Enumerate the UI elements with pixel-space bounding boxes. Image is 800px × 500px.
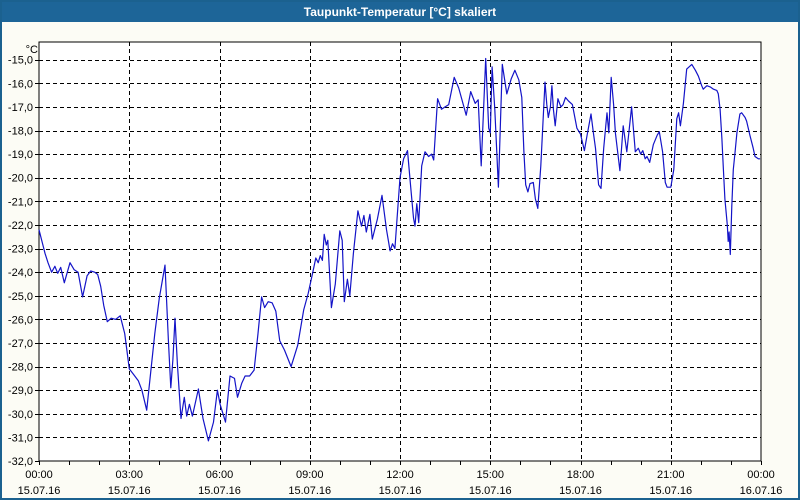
y-tick-label: -30,0	[8, 409, 33, 421]
y-tick-label: -27,0	[8, 338, 33, 350]
x-tick-date-label: 15.07.16	[649, 485, 692, 497]
dewpoint-chart: -15,0 -16,0 -17,0 -18,0 -19,0 -20,0 -21,0 -22,0…	[8, 41, 783, 497]
y-tick-label: -32,0	[8, 456, 33, 468]
x-tick-date-label: 15.07.16	[469, 485, 512, 497]
x-tick-time-label: 21:00	[657, 469, 685, 481]
y-tick-label: -25,0	[8, 291, 33, 303]
x-tick-date-label: 15.07.16	[288, 485, 331, 497]
x-tick-time-label: 09:00	[296, 469, 324, 481]
y-tick-label: -20,0	[8, 173, 33, 185]
y-tick-label: -26,0	[8, 314, 33, 326]
y-tick-label: -31,0	[8, 432, 33, 444]
plot-area	[38, 41, 762, 462]
x-tick-time-label: 00:00	[747, 469, 775, 481]
y-tick-label: -17,0	[8, 102, 33, 114]
x-tick-time-label: 15:00	[476, 469, 504, 481]
y-tick-label: -18,0	[8, 126, 33, 138]
y-tick-label: -16,0	[8, 78, 33, 90]
x-tick-time-label: 06:00	[206, 469, 234, 481]
data-line	[38, 57, 761, 442]
x-tick-date-label: 15.07.16	[18, 485, 61, 497]
y-tick-label: -28,0	[8, 362, 33, 374]
x-tick-time-label: 18:00	[567, 469, 595, 481]
x-tick-date-label: 15.07.16	[559, 485, 602, 497]
y-tick-label: -29,0	[8, 385, 33, 397]
x-tick-date-label: 15.07.16	[108, 485, 151, 497]
x-tick-time-label: 12:00	[386, 469, 414, 481]
x-tick-time-label: 03:00	[115, 469, 143, 481]
window-title-bar: Taupunkt-Temperatur [°C] skaliert	[2, 2, 798, 22]
y-tick-label: -19,0	[8, 149, 33, 161]
x-tick-date-label: 16.07.16	[740, 485, 783, 497]
y-tick-label: -15,0	[8, 55, 33, 67]
x-tick-date-label: 15.07.16	[379, 485, 422, 497]
y-tick-label: -21,0	[8, 196, 33, 208]
y-axis-unit-label: °C	[26, 44, 38, 56]
x-tick-date-label: 15.07.16	[198, 485, 241, 497]
y-tick-label: -24,0	[8, 267, 33, 279]
y-tick-label: -22,0	[8, 220, 33, 232]
y-tick-label: -23,0	[8, 244, 33, 256]
x-tick-time-label: 00:00	[25, 469, 53, 481]
page-title: Taupunkt-Temperatur [°C] skaliert	[303, 5, 497, 19]
